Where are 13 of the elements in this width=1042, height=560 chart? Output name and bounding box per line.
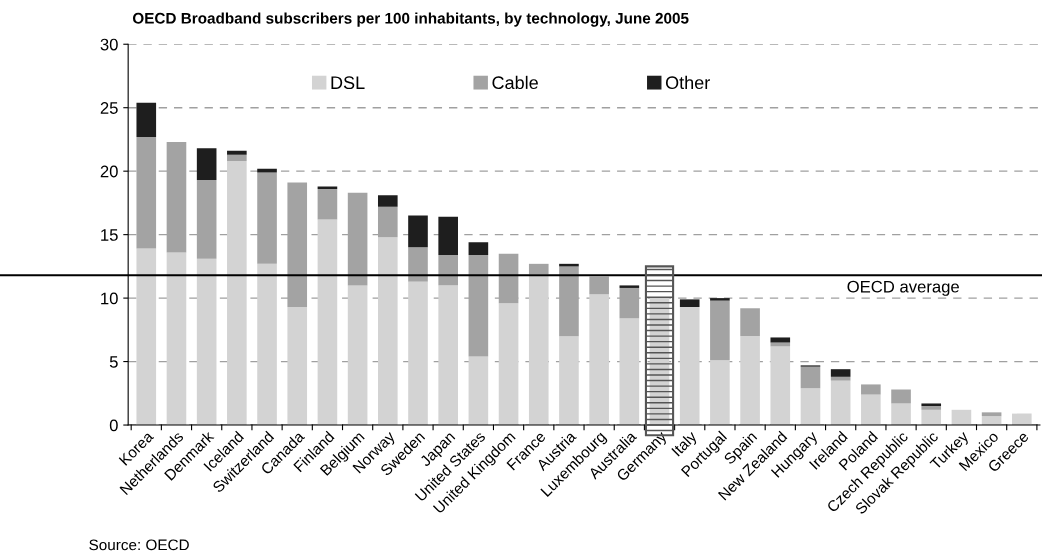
y-tick-label: 30 <box>100 38 118 51</box>
legend-label: Other <box>665 75 710 90</box>
legend-label: Cable <box>492 75 538 90</box>
y-tick-label: 25 <box>100 102 118 114</box>
legend-label: DSL <box>331 76 365 90</box>
y-tick-label: 5 <box>109 356 118 368</box>
y-tick-label: 20 <box>100 165 118 178</box>
y-tick-label: 10 <box>101 292 118 305</box>
y-tick-label: 0 <box>109 419 118 432</box>
ref-line-label: OECD average <box>847 280 959 296</box>
source-note: Source: OECD <box>89 539 189 551</box>
y-tick-label: 15 <box>101 229 118 241</box>
chart-title: OECD Broadband subscribers per 100 inhabitants, by technology, June 2005 <box>132 12 689 27</box>
